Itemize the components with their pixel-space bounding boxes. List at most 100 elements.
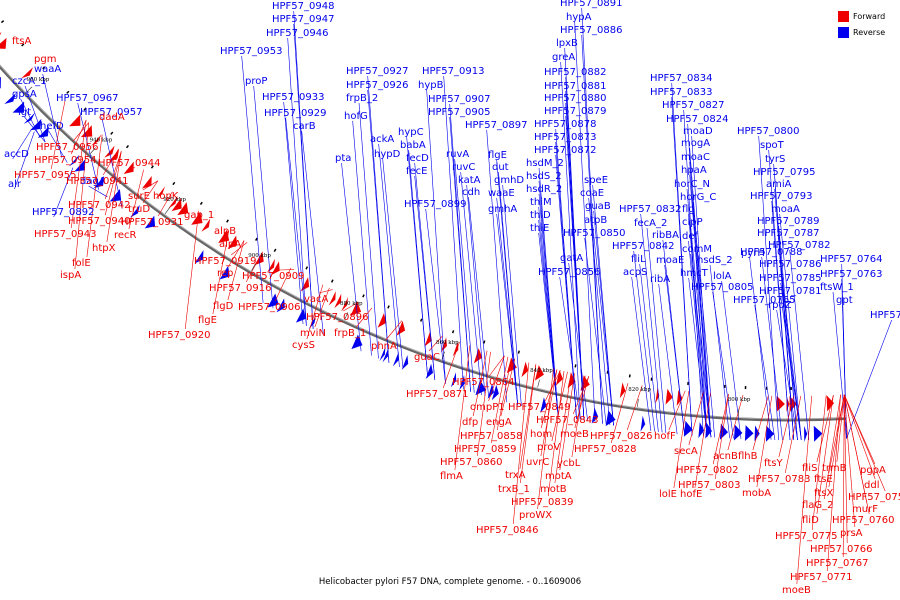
reverse-gene-label: HPF57_0892	[32, 207, 94, 218]
forward-leader-line	[128, 169, 144, 230]
forward-leader-line	[490, 356, 509, 444]
forward-gene-label: frpB_1	[334, 328, 366, 339]
reverse-gene-label: def	[682, 231, 699, 242]
forward-leader-line	[70, 120, 87, 155]
scale-tick-label: 940 kbp	[90, 138, 113, 144]
forward-gene-label: trxB_1	[498, 484, 530, 495]
reverse-gene-marker	[540, 397, 547, 413]
reverse-gene-label: horC_N	[674, 179, 710, 190]
forward-leader-line	[828, 394, 845, 488]
reverse-gene-label: coaE	[580, 188, 604, 199]
reverse-leader-line	[721, 280, 742, 439]
reverse-gene-label: guaB	[585, 201, 611, 212]
forward-gene-label: hofE	[680, 489, 702, 500]
forward-gene-label: HPF57_0941	[66, 176, 128, 187]
reverse-gene-label: HPF57_0897	[465, 120, 527, 131]
reverse-gene-label: HPF57_0833	[650, 87, 712, 98]
forward-gene-marker	[328, 291, 336, 306]
reverse-gene-marker	[68, 154, 80, 167]
forward-leader-line	[500, 358, 516, 417]
gap-mark	[362, 294, 365, 298]
forward-gene-marker	[334, 293, 342, 309]
reverse-leader-line	[253, 85, 274, 309]
reverse-gene-marker	[23, 112, 36, 124]
reverse-gene-marker	[698, 422, 705, 439]
reverse-leader-line	[358, 102, 379, 359]
forward-leader-line	[540, 369, 558, 429]
reverse-gene-label: HPF57_0967	[56, 93, 118, 104]
reverse-gene-label: hypA	[566, 12, 592, 23]
reverse-leader-line	[454, 158, 475, 393]
reverse-gene-marker	[459, 374, 465, 391]
reverse-leader-line	[689, 174, 712, 438]
reverse-gene-label: gatA	[560, 253, 583, 264]
forward-leader-line	[306, 284, 324, 340]
reverse-gene-marker	[813, 425, 823, 442]
reverse-leader-line	[12, 128, 32, 160]
figure-caption: Helicobacter pylori F57 DNA, complete ge…	[318, 577, 582, 587]
forward-gene-marker	[227, 235, 238, 250]
forward-gene-label: flmA	[440, 471, 463, 482]
forward-gene-label: HPF57_0943	[34, 229, 96, 240]
forward-gene-label: surE	[128, 191, 150, 202]
forward-gene-label: ycbL	[557, 458, 581, 469]
reverse-gene-marker	[733, 424, 743, 441]
reverse-gene-label: lgt	[18, 107, 31, 118]
forward-gene-label: pgpA	[860, 465, 886, 476]
forward-leader-line	[547, 371, 565, 497]
reverse-gene-label: hypB	[418, 80, 444, 91]
forward-gene-marker	[0, 31, 2, 36]
reverse-gene-label: HPF57_0907	[428, 94, 490, 105]
reverse-gene-marker	[683, 420, 693, 437]
forward-leader-line	[824, 394, 841, 500]
forward-gene-marker	[665, 388, 673, 405]
forward-gene-label: recR	[114, 230, 137, 241]
forward-gene-label: HPF57_0864	[452, 377, 514, 388]
forward-leader-line	[318, 289, 333, 294]
reverse-gene-label: HPF57_0765	[733, 295, 795, 306]
reverse-leader-line	[367, 89, 390, 363]
forward-leader-line	[442, 341, 460, 389]
scale-tick-label: 860 kbp	[436, 340, 459, 346]
forward-gene-label: HPF57_0860	[440, 457, 502, 468]
gap-mark	[42, 66, 46, 70]
forward-gene-label: HPF57_0931	[121, 217, 183, 228]
forward-leader-line	[512, 362, 530, 525]
forward-leader-line	[843, 394, 856, 528]
reverse-gene-label: mogA	[681, 138, 710, 149]
reverse-gene-label: HPF57_0926	[346, 80, 408, 91]
legend-reverse: Reverse	[838, 24, 885, 40]
forward-gene-label: acnB	[713, 451, 738, 462]
reverse-gene-label: HPF57_0786	[759, 259, 821, 270]
reverse-gene-label: HPF57_0878	[534, 119, 596, 130]
reverse-gene-label: ackA	[370, 134, 394, 145]
forward-gene-label: proV	[537, 442, 560, 453]
legend-forward-label: Forward	[853, 11, 886, 21]
reverse-gene-label: moaC	[681, 152, 710, 163]
forward-gene-label: flgE	[198, 315, 217, 326]
scale-tick-label: 900 kbp	[248, 253, 271, 259]
forward-gene-marker	[123, 161, 134, 175]
forward-gene-label: ftsX	[814, 488, 833, 499]
forward-gene-label: alpB	[214, 226, 236, 237]
forward-gene-marker	[534, 365, 544, 381]
reverse-gene-label: accD	[4, 149, 29, 160]
forward-leader-line	[142, 180, 159, 191]
reverse-gene-label: acpS	[623, 267, 647, 278]
reverse-leader-line	[592, 224, 614, 426]
forward-gene-label: HPF57_0828	[574, 444, 636, 455]
forward-leader-line	[227, 240, 245, 268]
reverse-leader-line	[780, 295, 802, 440]
forward-gene-marker	[555, 370, 563, 386]
reverse-gene-marker	[4, 92, 16, 104]
reverse-gene-label: waaA	[34, 64, 61, 75]
reverse-gene-label: hypC	[398, 127, 424, 138]
reverse-leader-line	[758, 135, 779, 440]
forward-gene-marker	[108, 149, 120, 162]
forward-gene-marker	[69, 114, 81, 127]
reverse-gene-label: frpB_2	[346, 93, 378, 104]
forward-leader-line	[714, 394, 729, 480]
forward-leader-line	[811, 395, 827, 531]
